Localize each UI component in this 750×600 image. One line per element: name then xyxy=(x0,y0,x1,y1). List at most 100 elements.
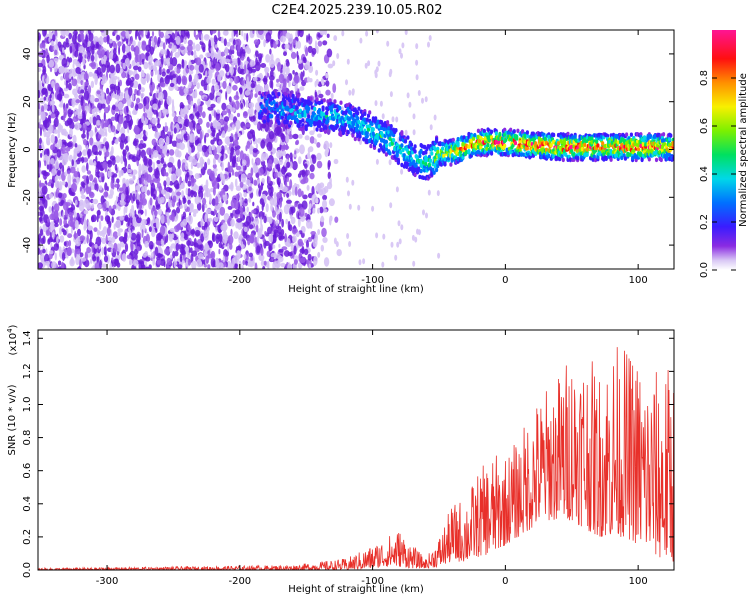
noise-cell xyxy=(121,253,127,262)
noise-cell xyxy=(194,229,201,237)
noise-cell xyxy=(142,78,146,86)
noise-cell xyxy=(105,132,108,137)
noise-cell xyxy=(99,259,102,269)
noise-cell xyxy=(87,57,90,62)
noise-cell xyxy=(126,189,129,196)
signal-cell xyxy=(317,107,322,113)
signal-cell xyxy=(486,143,490,148)
noise-cell xyxy=(230,228,233,237)
noise-cell xyxy=(70,226,73,235)
noise-cell xyxy=(294,150,297,155)
noise-cell xyxy=(180,204,183,209)
noise-cell xyxy=(57,170,61,176)
noise-cell xyxy=(224,46,229,57)
noise-cell xyxy=(38,67,42,72)
noise-cell xyxy=(69,258,75,267)
noise-cell xyxy=(207,158,211,166)
signal-cell xyxy=(264,109,268,114)
noise-cell xyxy=(64,80,67,86)
noise-cell xyxy=(115,63,121,74)
noise-cell xyxy=(138,143,144,150)
noise-cell xyxy=(292,160,298,171)
signal-cell xyxy=(394,128,398,133)
noise-cell xyxy=(200,218,204,228)
noise-cell xyxy=(184,162,189,171)
noise-cell xyxy=(260,247,264,256)
noise-cell xyxy=(119,215,124,221)
noise-cell xyxy=(293,74,300,84)
noise-cell xyxy=(46,148,50,155)
noise-cell xyxy=(180,221,186,228)
noise-cell xyxy=(137,83,142,91)
noise-cell xyxy=(204,161,208,171)
noise-cell xyxy=(325,72,329,79)
noise-cell xyxy=(313,124,316,133)
noise-cell xyxy=(50,183,54,188)
noise-cell xyxy=(292,133,299,140)
noise-cell xyxy=(131,60,136,67)
noise-cell xyxy=(95,37,100,42)
noise-cell xyxy=(225,90,228,101)
noise-cell xyxy=(180,243,184,249)
noise-cell xyxy=(278,243,281,248)
noise-cell xyxy=(54,252,57,261)
noise-cell xyxy=(150,182,156,193)
noise-cell xyxy=(234,171,239,177)
noise-cell xyxy=(304,163,308,169)
noise-cell xyxy=(82,123,88,131)
noise-cell xyxy=(89,62,95,67)
noise-cell xyxy=(39,253,46,262)
noise-cell xyxy=(152,98,159,104)
signal-cell xyxy=(277,120,281,126)
noise-cell xyxy=(131,190,137,196)
noise-cell xyxy=(258,254,265,262)
noise-cell xyxy=(267,176,271,184)
signal-cell xyxy=(441,146,445,151)
noise-cell xyxy=(175,168,182,177)
noise-cell xyxy=(64,120,70,127)
noise-cell xyxy=(46,164,50,170)
noise-cell xyxy=(73,212,78,218)
noise-cell xyxy=(81,133,86,139)
noise-cell xyxy=(100,215,104,222)
noise-cell xyxy=(233,255,239,264)
noise-cell xyxy=(224,58,231,63)
noise-cell xyxy=(116,251,120,256)
signal-cell xyxy=(409,142,414,147)
noise-cell xyxy=(123,206,126,217)
noise-cell xyxy=(119,187,124,192)
noise-cell xyxy=(152,214,155,223)
noise-cell xyxy=(38,79,42,89)
noise-cell xyxy=(233,199,239,210)
noise-cell xyxy=(213,110,217,118)
noise-cell xyxy=(322,194,328,201)
noise-cell xyxy=(234,76,239,84)
noise-cell xyxy=(68,32,72,40)
noise-cell xyxy=(79,199,84,206)
noise-cell xyxy=(132,80,139,89)
noise-cell xyxy=(198,253,204,260)
noise-cell xyxy=(367,60,371,67)
noise-cell xyxy=(148,166,153,173)
noise-cell xyxy=(154,169,160,179)
noise-cell xyxy=(417,90,421,96)
noise-cell xyxy=(138,204,142,210)
noise-cell xyxy=(165,75,171,79)
noise-cell xyxy=(191,50,194,56)
noise-cell xyxy=(351,179,355,186)
noise-cell xyxy=(307,147,311,154)
signal-cell xyxy=(429,158,433,163)
noise-cell xyxy=(132,169,138,175)
noise-cell xyxy=(133,259,139,267)
noise-cell xyxy=(111,216,114,224)
noise-cell xyxy=(347,190,350,197)
signal-cell xyxy=(357,106,361,111)
noise-cell xyxy=(94,243,98,249)
noise-cell xyxy=(228,96,232,103)
noise-cell xyxy=(408,101,412,108)
noise-cell xyxy=(38,89,41,99)
noise-cell xyxy=(316,46,319,54)
noise-cell xyxy=(165,135,170,146)
noise-cell xyxy=(47,218,50,223)
noise-cell xyxy=(192,209,199,214)
